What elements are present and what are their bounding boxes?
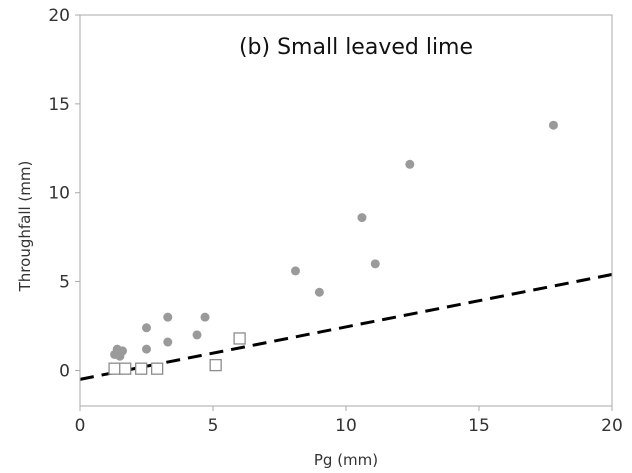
- filled-circle-point: [200, 312, 210, 322]
- filled-circle-point: [357, 213, 367, 223]
- x-tick-label: 0: [75, 416, 86, 436]
- chart-title: (b) Small leaved lime: [239, 35, 473, 60]
- trend-line-layer: [79, 273, 613, 381]
- filled-circle-point: [314, 287, 324, 297]
- plot-frame: [79, 14, 613, 407]
- y-tick-label: 0: [59, 361, 70, 381]
- x-tick-label: 10: [335, 416, 357, 436]
- open-square-point: [108, 362, 121, 375]
- x-tick-label: 20: [601, 416, 623, 436]
- y-tick-label: 20: [48, 6, 70, 26]
- filled-circle-point: [142, 323, 151, 333]
- filled-circle-point: [290, 266, 300, 276]
- x-tick-label: 5: [208, 416, 219, 436]
- filled-circle-point: [118, 346, 128, 356]
- y-tick-label: 10: [48, 184, 70, 204]
- open-square-point: [119, 362, 132, 375]
- dashed-reference-line: [79, 273, 613, 381]
- filled-circle-point: [163, 337, 173, 347]
- y-tick-label: 5: [59, 273, 70, 293]
- y-axis-ticks: 0 5 10 15 20: [48, 6, 80, 381]
- filled-circle-point: [548, 120, 558, 130]
- filled-circle-point: [370, 259, 380, 269]
- open-square-point: [150, 362, 164, 375]
- x-axis-label: Pg (mm): [314, 451, 378, 469]
- x-axis-ticks: 0 5 10 15 20: [75, 406, 623, 436]
- y-axis-label: Throughfall (mm): [16, 161, 34, 293]
- filled-circle-point: [163, 312, 173, 322]
- data-points: [108, 120, 558, 375]
- x-tick-label: 15: [468, 416, 490, 436]
- filled-circle-point: [142, 344, 151, 354]
- filled-circle-point: [405, 159, 415, 169]
- y-tick-label: 15: [48, 95, 70, 115]
- open-square-point: [209, 358, 222, 372]
- open-square-point: [135, 362, 148, 375]
- filled-circle-point: [192, 330, 202, 340]
- open-square-point: [233, 332, 246, 345]
